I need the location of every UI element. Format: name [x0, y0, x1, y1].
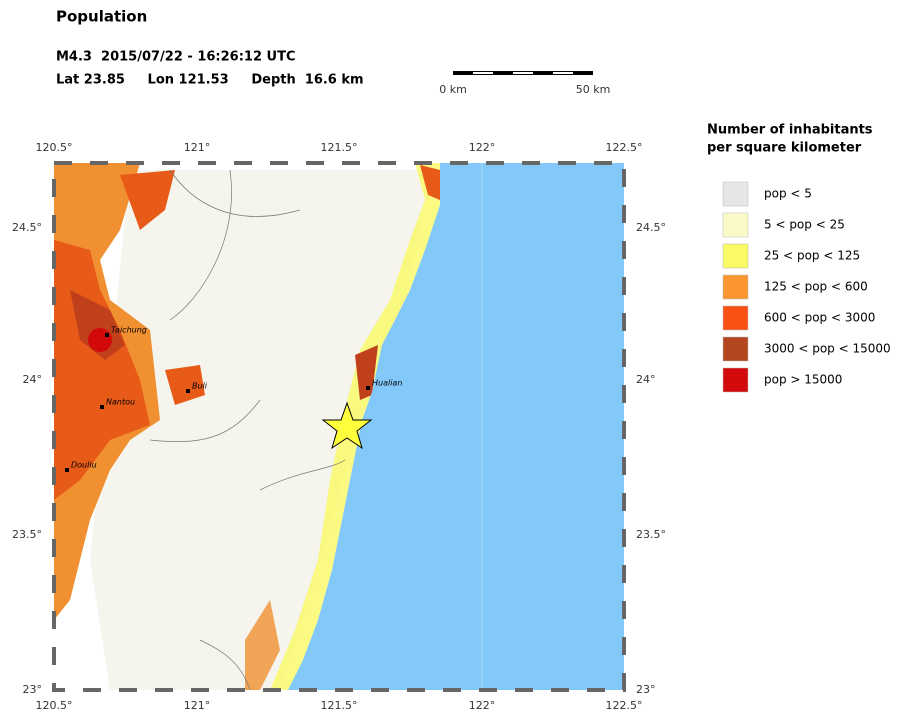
lon-label: 122° [469, 699, 496, 712]
lon-label: 121.5° [321, 141, 358, 154]
legend-title: per square kilometer [707, 141, 862, 156]
legend: Number of inhabitants per square kilomet… [707, 123, 891, 393]
lon-label: 122.5° [606, 699, 643, 712]
map: Taichung Nantou Buli Douliu Hualian [52, 161, 626, 692]
lon-label: 122.5° [606, 141, 643, 154]
lon-label: 120.5° [36, 699, 73, 712]
city-label: Nantou [106, 398, 135, 407]
lat-label: 24° [23, 373, 43, 386]
legend-label: pop > 15000 [764, 373, 842, 387]
city-label: Hualian [372, 379, 402, 388]
legend-label: 5 < pop < 25 [764, 218, 845, 232]
city-marker [65, 468, 69, 472]
city-marker [366, 386, 370, 390]
lat-label: 24.5° [12, 221, 42, 234]
lat-label: 23.5° [636, 528, 666, 541]
legend-swatch [722, 243, 749, 269]
legend-label: pop < 5 [764, 187, 812, 201]
lat-label: 24° [636, 373, 656, 386]
lon-label: 121.5° [321, 699, 358, 712]
lon-label: 120.5° [36, 141, 73, 154]
location-info: Lat 23.85 Lon 121.53 Depth 16.6 km [56, 73, 364, 88]
legend-swatch [722, 367, 749, 393]
scale-bar: 0 km 50 km [439, 71, 610, 96]
legend-swatch [722, 274, 749, 300]
legend-label: 25 < pop < 125 [764, 249, 860, 263]
legend-swatch [722, 181, 749, 207]
legend-label: 3000 < pop < 15000 [764, 342, 891, 356]
lat-label: 23.5° [12, 528, 42, 541]
lat-label: 23° [636, 683, 656, 696]
legend-swatch [722, 212, 749, 238]
lon-label: 122° [469, 141, 496, 154]
legend-label: 600 < pop < 3000 [764, 311, 875, 325]
scale-label: 50 km [576, 83, 611, 96]
event-info: M4.3 2015/07/22 - 16:26:12 UTC [56, 50, 295, 65]
city-marker [186, 389, 190, 393]
city-marker [105, 333, 109, 337]
legend-label: 125 < pop < 600 [764, 280, 868, 294]
legend-swatch [722, 336, 749, 362]
lon-label: 121° [184, 699, 211, 712]
city-label: Buli [192, 382, 208, 391]
lat-label: 23° [23, 683, 43, 696]
title: Population [56, 8, 147, 26]
legend-title: Number of inhabitants [707, 123, 873, 138]
scale-label: 0 km [439, 83, 467, 96]
lat-label: 24.5° [636, 221, 666, 234]
city-label: Taichung [111, 326, 147, 335]
lon-label: 121° [184, 141, 211, 154]
city-label: Douliu [71, 461, 97, 470]
legend-swatch [722, 305, 749, 331]
city-marker [100, 405, 104, 409]
